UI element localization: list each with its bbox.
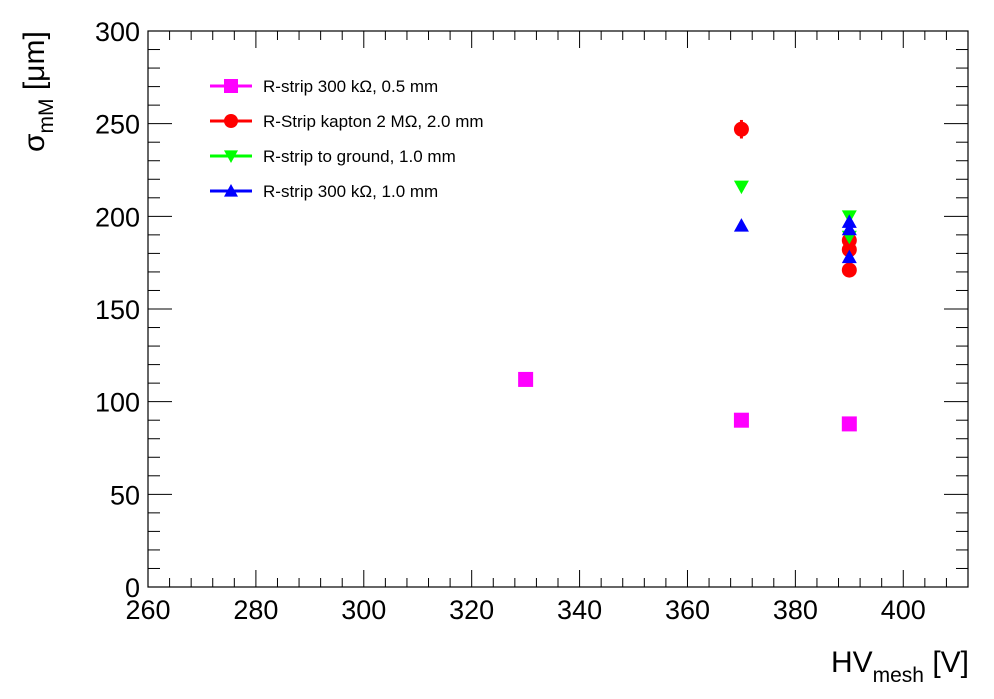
- data-point: [841, 416, 857, 432]
- y-tick-label: 0: [125, 573, 140, 603]
- y-axis-label-unit: [μm]: [18, 31, 51, 98]
- y-tick-label: 300: [95, 17, 140, 47]
- data-point: [841, 262, 857, 278]
- x-tick-label: 360: [665, 595, 710, 625]
- data-point: [733, 218, 749, 232]
- x-tick-label: 280: [233, 595, 278, 625]
- x-tick-label: 380: [773, 595, 818, 625]
- y-tick-label: 200: [95, 202, 140, 232]
- data-point: [518, 371, 534, 387]
- data-point: [841, 249, 857, 264]
- y-axis-label-sub: mM: [35, 98, 58, 133]
- x-axis-label-sub: mesh: [873, 664, 924, 687]
- data-markers: [518, 119, 857, 432]
- legend-entry-label: R-Strip kapton 2 MΩ, 2.0 mm: [263, 112, 484, 131]
- data-point: [841, 214, 857, 228]
- y-tick-label: 150: [95, 295, 140, 325]
- y-tick-label: 250: [95, 110, 140, 140]
- data-point: [733, 412, 749, 428]
- legend-entry-label: R-strip 300 kΩ, 0.5 mm: [263, 77, 438, 96]
- legend-marker: [224, 114, 238, 128]
- y-axis-label-main: σ: [18, 133, 51, 152]
- y-axis-label: σmM [μm]: [18, 31, 58, 152]
- x-tick-label: 260: [125, 595, 170, 625]
- x-tick-label: 300: [341, 595, 386, 625]
- x-tick-label: 400: [881, 595, 926, 625]
- y-axis-ticks: [148, 30, 968, 588]
- x-tick-label: 340: [557, 595, 602, 625]
- x-axis-label-unit: [V]: [924, 646, 969, 679]
- legend-marker: [224, 184, 238, 197]
- x-axis-label: HVmesh [V]: [831, 646, 969, 687]
- legend-marker: [224, 150, 238, 163]
- x-tick-label: 320: [449, 595, 494, 625]
- data-point: [733, 121, 749, 137]
- legend-marker: [224, 79, 238, 93]
- legend-entry-label: R-strip 300 kΩ, 1.0 mm: [263, 182, 438, 201]
- x-axis-tick-labels: 260 280 300 320 340 360 380 400: [125, 595, 925, 625]
- x-axis-label-main: HV: [831, 646, 873, 679]
- data-point: [841, 221, 857, 236]
- legend-entry-label: R-strip to ground, 1.0 mm: [263, 147, 456, 166]
- y-axis-tick-labels: 0 50 100 150 200 250 300: [95, 17, 140, 603]
- y-tick-label: 100: [95, 388, 140, 418]
- x-axis-ticks: [147, 31, 969, 587]
- y-tick-label: 50: [110, 480, 140, 510]
- legend: R-strip 300 kΩ, 0.5 mm R-Strip kapton 2 M…: [210, 77, 484, 201]
- data-point: [733, 180, 749, 195]
